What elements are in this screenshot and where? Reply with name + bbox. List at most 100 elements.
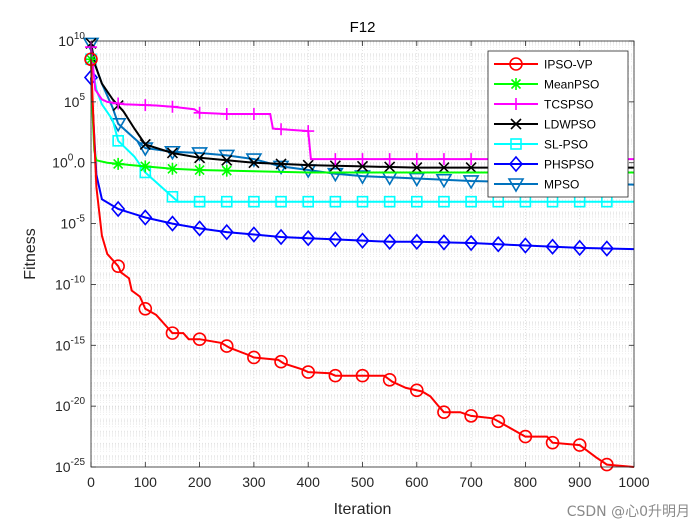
y-tick-label: 10-25 [55,457,85,475]
legend-marker [510,118,522,130]
data-point [355,368,370,383]
data-point [139,138,151,151]
legend-label: PHSPSO [544,158,594,172]
data-point [437,153,450,166]
data-point [518,237,533,254]
data-point [275,123,288,136]
y-axis-label: Fitness [22,228,39,280]
data-point [409,383,424,398]
data-point [599,240,614,257]
legend-marker [508,155,524,173]
data-point [247,108,260,121]
data-point [329,195,342,208]
grid [90,40,635,468]
data-point [301,229,316,247]
x-tick-label: 700 [459,474,483,490]
legend: IPSO-VP MeanPSO TCSPSO LDWPSO SL-PSO PHSPSO MP… [487,50,629,198]
data-point [112,97,125,110]
data-point [302,125,315,138]
data-point [275,195,287,208]
chart-title: F12 [350,19,376,36]
data-point [248,157,260,169]
series-ipso-vp [84,52,635,472]
data-point [410,153,423,166]
data-point [246,226,261,243]
data-point [462,175,480,190]
data-point [193,106,206,119]
data-point [464,409,478,423]
data-point [220,164,233,177]
data-point [356,153,369,166]
legend-marker [509,57,523,71]
legend-marker [510,138,522,150]
data-point [138,301,153,316]
x-tick-label: 600 [405,474,429,490]
data-point [165,215,180,232]
data-point [518,429,533,444]
series-line [90,59,635,468]
legend-label: TCSPSO [544,98,593,112]
data-point [410,195,423,208]
y-tick-label: 10-10 [55,274,85,292]
data-point [464,234,479,252]
y-tick-label: 10-15 [55,335,85,353]
data-point [382,372,397,387]
y-tick-label: 10-5 [61,214,86,232]
data-point [383,153,396,166]
data-point [438,195,450,208]
data-point [328,231,343,248]
legend-item: TCSPSO [494,98,593,112]
data-point [411,162,423,174]
x-tick-label: 900 [568,474,592,490]
data-point [166,162,179,175]
data-point [220,195,233,208]
data-point [600,457,614,472]
data-point [329,153,342,166]
data-point [409,233,424,251]
legend-item: LDWPSO [494,118,596,132]
legend-item: PHSPSO [494,155,594,173]
x-tick-label: 500 [351,474,375,490]
data-point [247,350,261,365]
axis-ticks: 0 100 200 300 400 500 600 700 800 900 1000 10-25 10-… [52,31,650,490]
data-point [275,158,287,170]
data-point [219,223,234,241]
x-axis-label: Iteration [334,501,392,518]
legend-marker [510,78,522,90]
data-point [302,195,315,208]
legend-label: IPSO-VP [544,58,593,72]
x-tick-label: 1000 [618,474,649,490]
data-point [572,438,587,452]
data-point [465,195,477,208]
legend-item: SL-PSO [494,138,588,152]
data-point [138,209,153,226]
data-point [329,160,341,172]
legend-label: LDWPSO [544,118,596,132]
x-tick-label: 400 [297,474,321,490]
data-point [192,332,207,347]
data-point [545,435,560,450]
data-point [274,354,288,369]
data-point [111,259,125,273]
x-tick-label: 800 [514,474,538,490]
legend-marker [510,98,522,110]
data-point [166,190,179,203]
data-point [355,232,370,249]
data-point [356,160,369,172]
data-point [328,368,343,383]
data-point [572,239,587,257]
legend-label: SL-PSO [544,138,588,152]
y-tick-label: 105 [64,92,86,110]
data-point [354,170,371,185]
data-point [384,161,396,173]
data-point [326,167,344,183]
y-tick-label: 1010 [58,31,85,49]
data-point [465,162,477,174]
data-point [112,135,124,147]
data-point [220,108,233,121]
watermark: CSDN @心0升明月 [566,504,690,520]
data-point [491,236,506,253]
data-point [248,195,260,208]
data-point [192,220,207,237]
data-point [356,195,369,208]
